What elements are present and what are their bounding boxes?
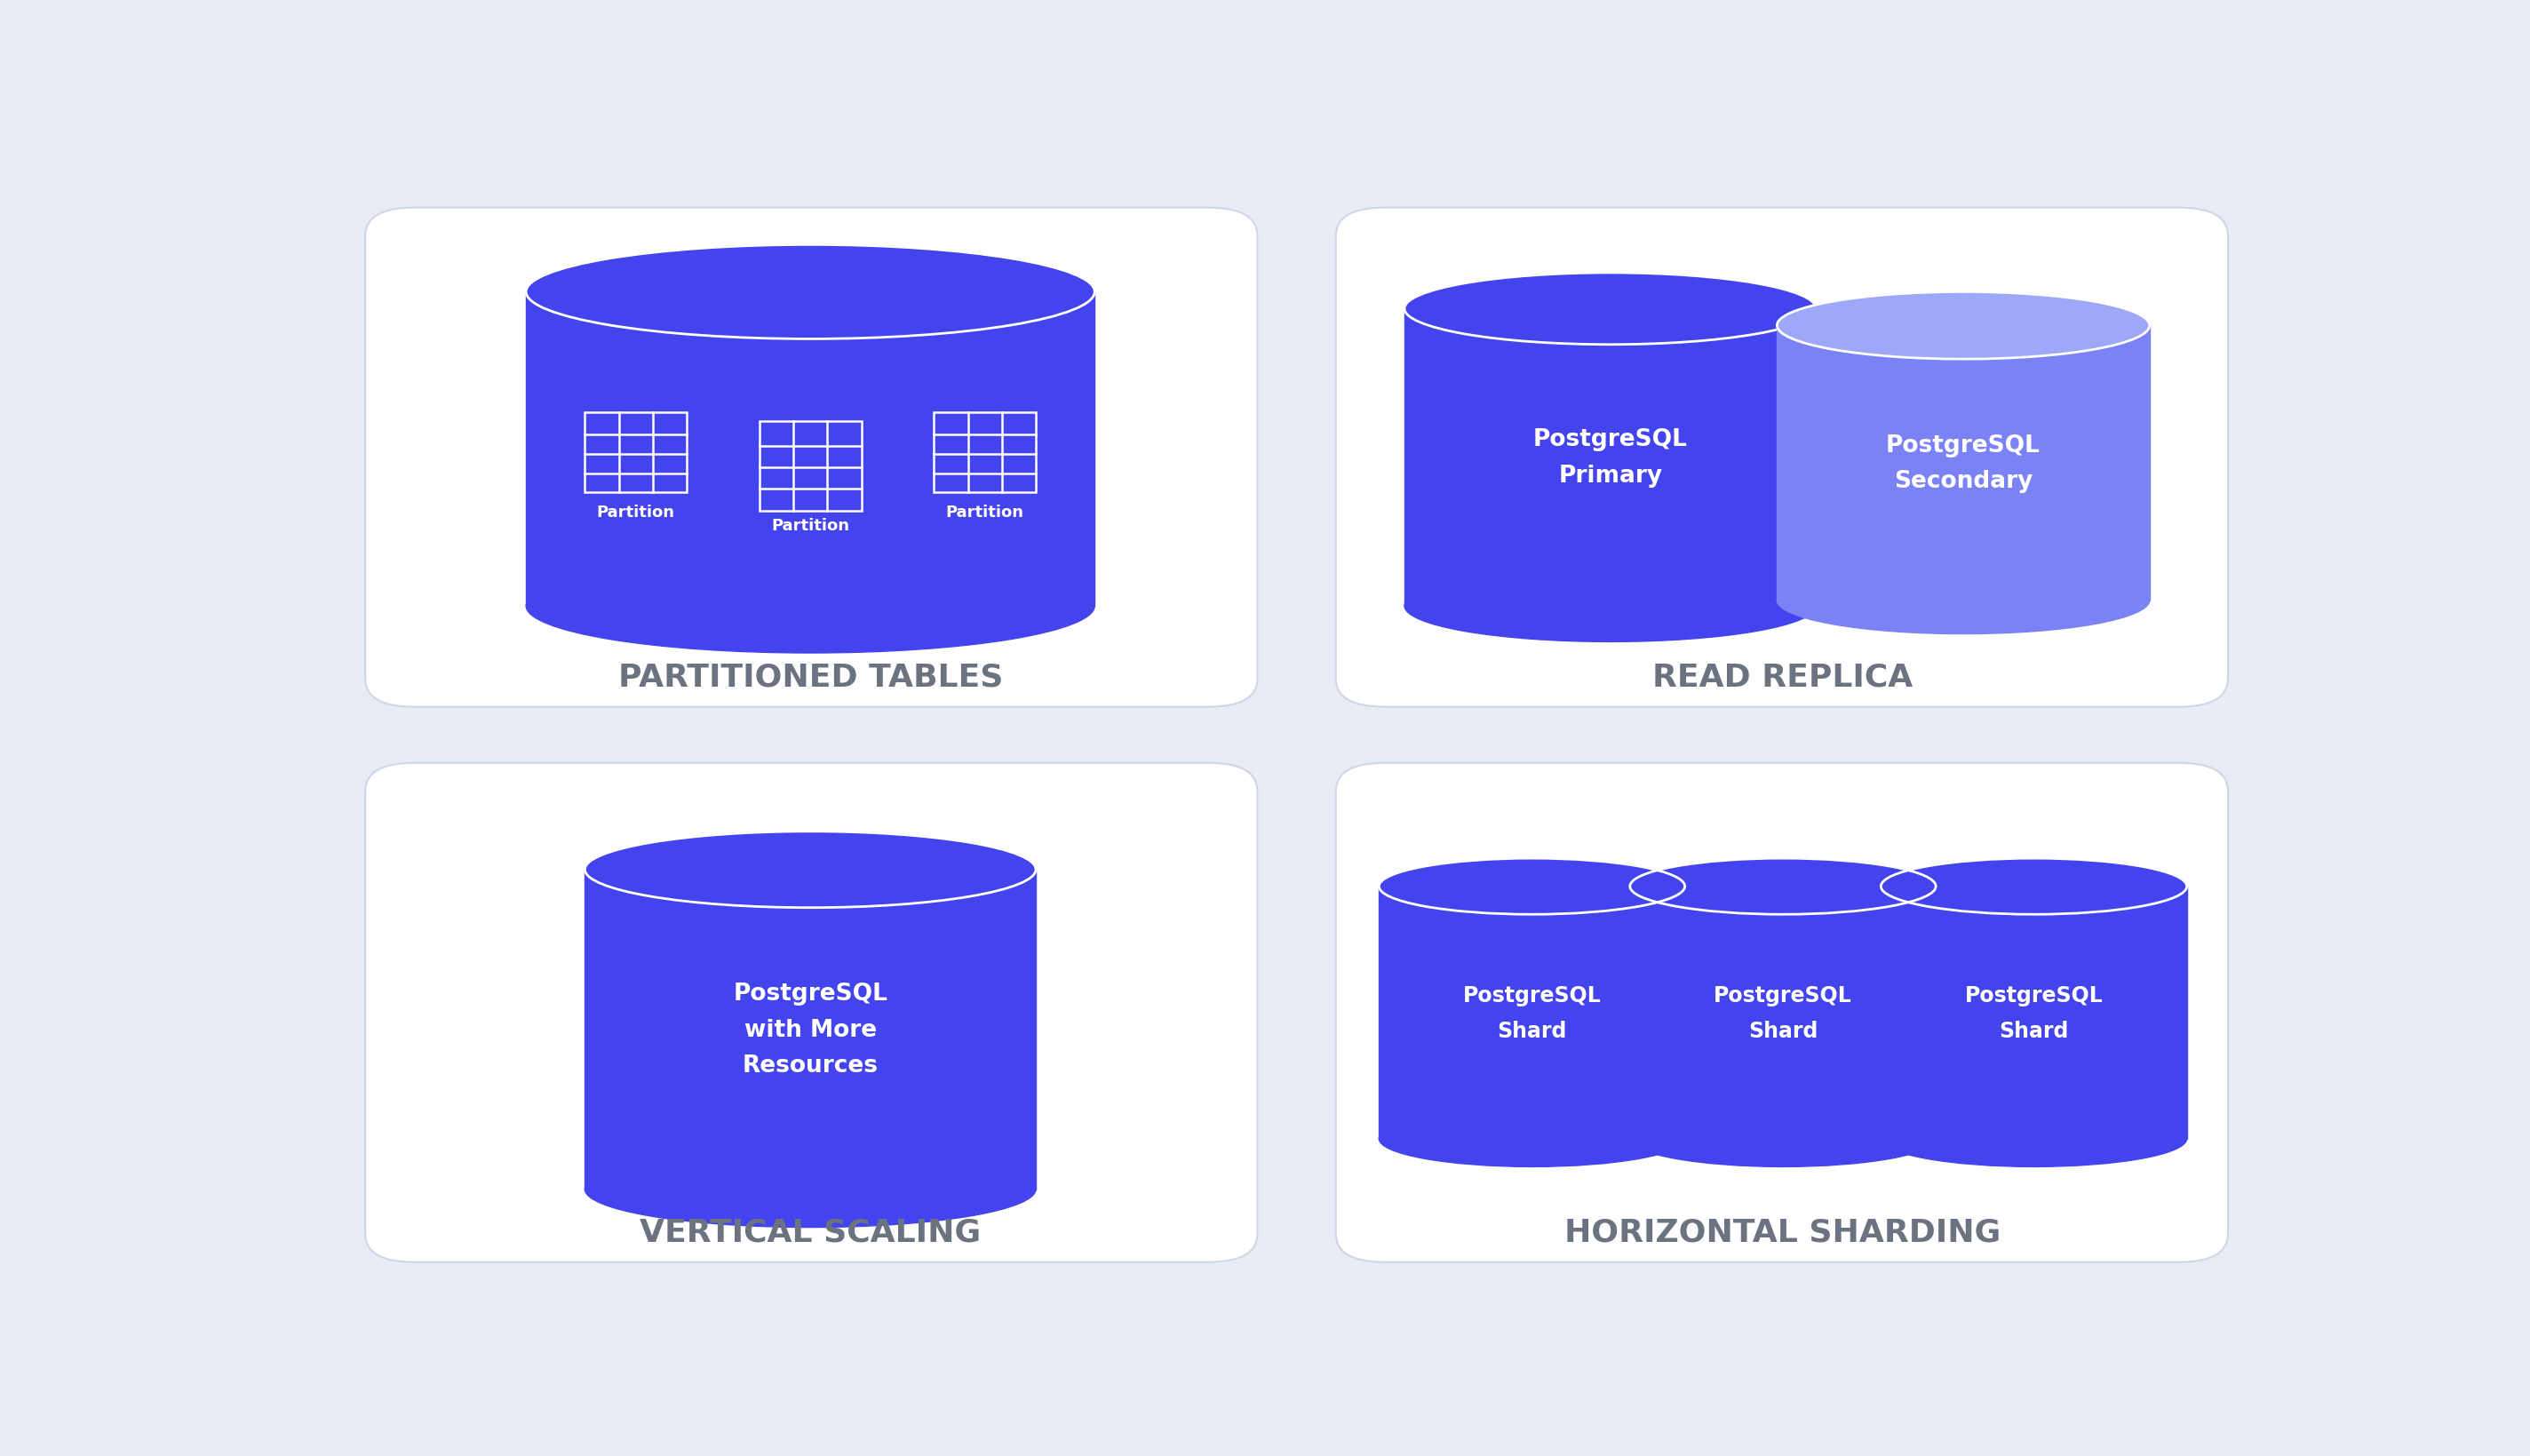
Text: HORIZONTAL SHARDING: HORIZONTAL SHARDING — [1564, 1217, 2001, 1246]
Text: Shard: Shard — [1999, 1021, 2070, 1041]
Ellipse shape — [1880, 1111, 2186, 1166]
Bar — [1379, 887, 1685, 1139]
Text: PostgreSQL: PostgreSQL — [1713, 984, 1852, 1006]
Text: Partition: Partition — [597, 504, 676, 520]
Ellipse shape — [1379, 859, 1685, 914]
Text: Secondary: Secondary — [1895, 470, 2032, 494]
Text: with More: with More — [744, 1018, 875, 1041]
Text: PostgreSQL: PostgreSQL — [1462, 984, 1601, 1006]
Text: Primary: Primary — [1558, 464, 1662, 488]
Text: PARTITIONED TABLES: PARTITIONED TABLES — [617, 662, 1002, 692]
Bar — [934, 412, 1035, 494]
Text: PostgreSQL: PostgreSQL — [1966, 984, 2102, 1006]
Bar — [584, 412, 686, 494]
Bar — [1404, 309, 1817, 606]
Text: PostgreSQL: PostgreSQL — [1533, 428, 1688, 451]
Bar — [584, 869, 1035, 1190]
Ellipse shape — [1629, 859, 1935, 914]
Text: Shard: Shard — [1498, 1021, 1566, 1041]
Ellipse shape — [1776, 566, 2150, 635]
Text: Resources: Resources — [741, 1054, 878, 1077]
Text: PostgreSQL: PostgreSQL — [1885, 434, 2042, 457]
Ellipse shape — [584, 1152, 1035, 1227]
FancyBboxPatch shape — [1336, 208, 2229, 708]
Ellipse shape — [1379, 1111, 1685, 1166]
Text: VERTICAL SCALING: VERTICAL SCALING — [640, 1217, 982, 1246]
Text: READ REPLICA: READ REPLICA — [1652, 662, 1913, 692]
Text: Partition: Partition — [946, 504, 1025, 520]
Bar — [526, 293, 1095, 606]
Ellipse shape — [526, 246, 1095, 339]
Ellipse shape — [526, 559, 1095, 654]
FancyBboxPatch shape — [1336, 763, 2229, 1262]
Ellipse shape — [1629, 1111, 1935, 1166]
Text: Shard: Shard — [1748, 1021, 1817, 1041]
Ellipse shape — [584, 831, 1035, 909]
Bar — [1629, 887, 1935, 1139]
FancyBboxPatch shape — [364, 763, 1257, 1262]
Bar — [759, 421, 860, 511]
Bar — [1880, 887, 2186, 1139]
Ellipse shape — [1404, 274, 1817, 345]
Text: Partition: Partition — [772, 518, 850, 534]
Ellipse shape — [1776, 293, 2150, 360]
Ellipse shape — [1880, 859, 2186, 914]
Text: PostgreSQL: PostgreSQL — [734, 983, 888, 1005]
FancyBboxPatch shape — [364, 208, 1257, 708]
Bar — [1776, 326, 2150, 601]
Ellipse shape — [1404, 571, 1817, 642]
